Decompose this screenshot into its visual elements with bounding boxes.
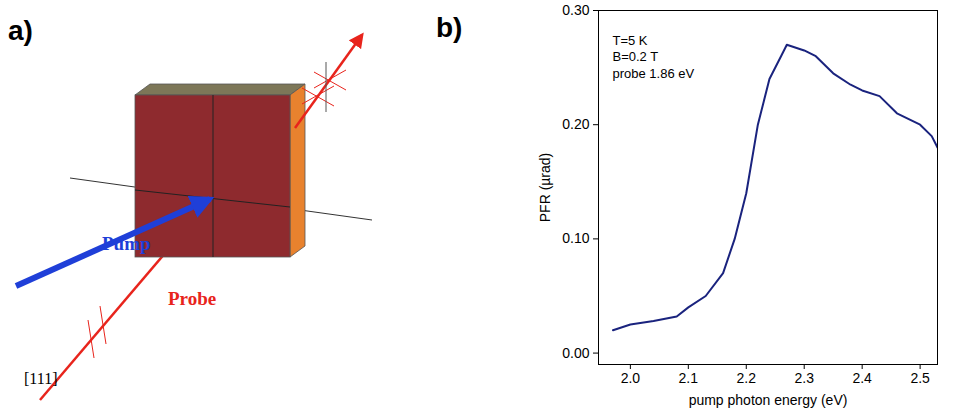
svg-text:0.10: 0.10 [562, 230, 589, 246]
svg-text:2.0: 2.0 [621, 370, 641, 386]
svg-text:0.30: 0.30 [562, 2, 589, 18]
svg-text:2.1: 2.1 [679, 370, 699, 386]
svg-text:0.20: 0.20 [562, 116, 589, 132]
svg-text:T=5 KB=0.2 Tprobe 1.86 eV: T=5 KB=0.2 Tprobe 1.86 eV [613, 32, 695, 81]
svg-text:a): a) [8, 15, 33, 46]
svg-text:Pump: Pump [102, 233, 151, 254]
svg-text:2.3: 2.3 [794, 370, 814, 386]
svg-text:0.00: 0.00 [562, 345, 589, 361]
svg-text:pump photon energy (eV): pump photon energy (eV) [689, 392, 848, 408]
svg-text:Probe: Probe [168, 288, 216, 309]
svg-text:2.5: 2.5 [910, 370, 930, 386]
svg-text:PFR (µrad): PFR (µrad) [537, 153, 553, 223]
svg-text:2.2: 2.2 [737, 370, 757, 386]
svg-text:2.4: 2.4 [852, 370, 872, 386]
svg-text:[111]: [111] [24, 370, 57, 387]
html-text:b): b) [436, 12, 463, 43]
